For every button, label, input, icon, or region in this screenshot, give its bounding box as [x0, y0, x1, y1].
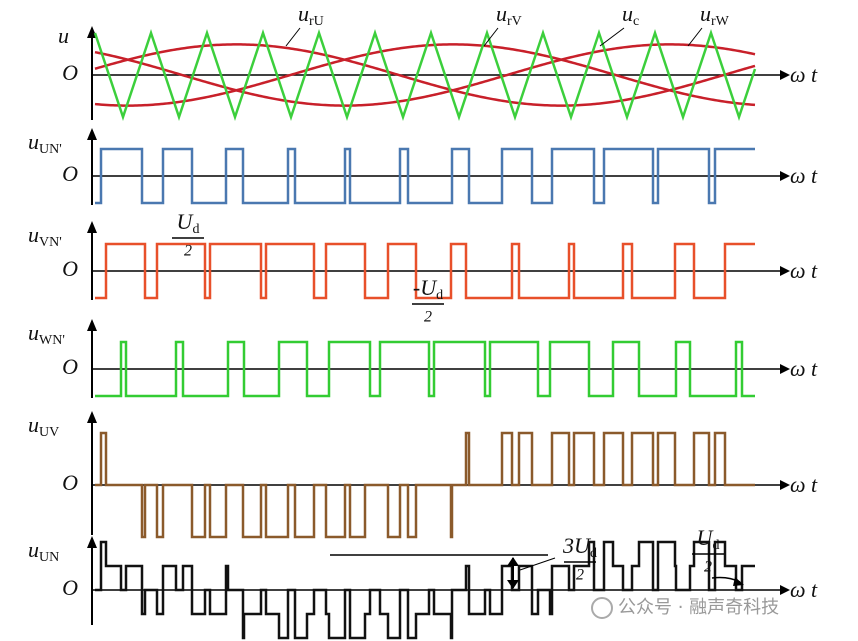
curve-label: urV [496, 1, 522, 29]
origin-label: O [62, 470, 78, 495]
y-arrow [87, 319, 97, 331]
curve-label-sub: rW [711, 14, 730, 29]
panel-label: uWN' [28, 320, 65, 348]
pwm-wave [95, 540, 755, 640]
annotation-num-sub: d [590, 546, 597, 561]
panel-label-main: u [28, 537, 39, 562]
panel-label-sub: UN' [39, 142, 62, 157]
carrier-wave [93, 29, 757, 121]
annotation-den: 2 [576, 567, 584, 584]
panel-label-sub: WN' [39, 333, 65, 348]
annotation-den: 2 [184, 243, 192, 260]
y-arrow [87, 411, 97, 423]
time-axis-label: ω t [790, 62, 818, 87]
curve-label: urW [700, 1, 730, 29]
annotation-num-sub: d [192, 222, 199, 237]
y-axis-label: u [58, 23, 69, 48]
leader-line [483, 27, 499, 47]
reference-wave [94, 43, 756, 107]
curve-label-sub: c [633, 14, 639, 29]
reference-wave [94, 43, 756, 107]
annotation-num-main: U [697, 525, 715, 550]
leader-line [687, 27, 703, 47]
leader-line [285, 27, 301, 47]
panel-label-main: u [28, 320, 39, 345]
watermark-icon [591, 597, 613, 619]
pwm-wave [95, 340, 755, 398]
origin-label: O [62, 256, 78, 281]
time-axis-label: ω t [790, 472, 818, 497]
annotation-num-main: -U [413, 275, 438, 300]
curve-label: uc [622, 1, 639, 29]
annotation-num: Ud [697, 525, 720, 553]
leader-line [599, 27, 625, 47]
x-arrow [780, 70, 790, 80]
curve-label-sub: rU [309, 14, 324, 29]
annotation-den: 2 [424, 309, 432, 326]
annotation-num: -Ud [413, 275, 443, 303]
curve-label-main: u [496, 1, 507, 26]
dim-head [507, 580, 519, 589]
x-arrow [780, 364, 790, 374]
curve-label-main: u [700, 1, 711, 26]
origin-label: O [62, 60, 78, 85]
dim-head [507, 557, 519, 566]
panel-label: uUV [28, 412, 59, 440]
y-arrow [87, 536, 97, 548]
annotation-num-main: U [177, 209, 195, 234]
curve-label-main: u [298, 1, 309, 26]
annotation-num-sub: d [712, 538, 719, 553]
y-arrow [87, 128, 97, 140]
time-axis-label: ω t [790, 356, 818, 381]
curve-label-sub: rV [507, 14, 522, 29]
origin-label: O [62, 354, 78, 379]
origin-label: O [62, 161, 78, 186]
watermark: 公众号 · 融声奇科技 [618, 597, 779, 618]
curve-label-main: u [622, 1, 633, 26]
time-axis-label: ω t [790, 163, 818, 188]
x-arrow [780, 585, 790, 595]
x-arrow [780, 266, 790, 276]
panel-label-main: u [28, 129, 39, 154]
x-arrow [780, 171, 790, 181]
x-arrow [780, 480, 790, 490]
time-axis-label: ω t [790, 577, 818, 602]
leader-line [519, 557, 556, 571]
panel-label: uUN' [28, 129, 62, 157]
panel-label-sub: UN [39, 550, 59, 565]
annotation-num-main: 3U [562, 533, 592, 558]
panel-label-sub: UV [39, 425, 59, 440]
annotation-num: 3Ud [562, 533, 597, 561]
panel-label: uUN [28, 537, 59, 565]
panel-label-sub: VN' [39, 235, 62, 250]
pwm-wave [95, 147, 755, 205]
annotation-num-sub: d [436, 288, 443, 303]
y-arrow [87, 221, 97, 233]
origin-label: O [62, 575, 78, 600]
panel-label-main: u [28, 412, 39, 437]
pwm-wave [95, 431, 755, 539]
leader-head [733, 577, 744, 586]
reference-wave [94, 43, 756, 107]
time-axis-label: ω t [790, 258, 818, 283]
panel-label-main: u [28, 222, 39, 247]
annotation-den: 2 [704, 559, 712, 576]
pwm-wave [95, 242, 755, 300]
curve-label: urU [298, 1, 324, 29]
annotation-num: Ud [177, 209, 200, 237]
panel-label: uVN' [28, 222, 62, 250]
